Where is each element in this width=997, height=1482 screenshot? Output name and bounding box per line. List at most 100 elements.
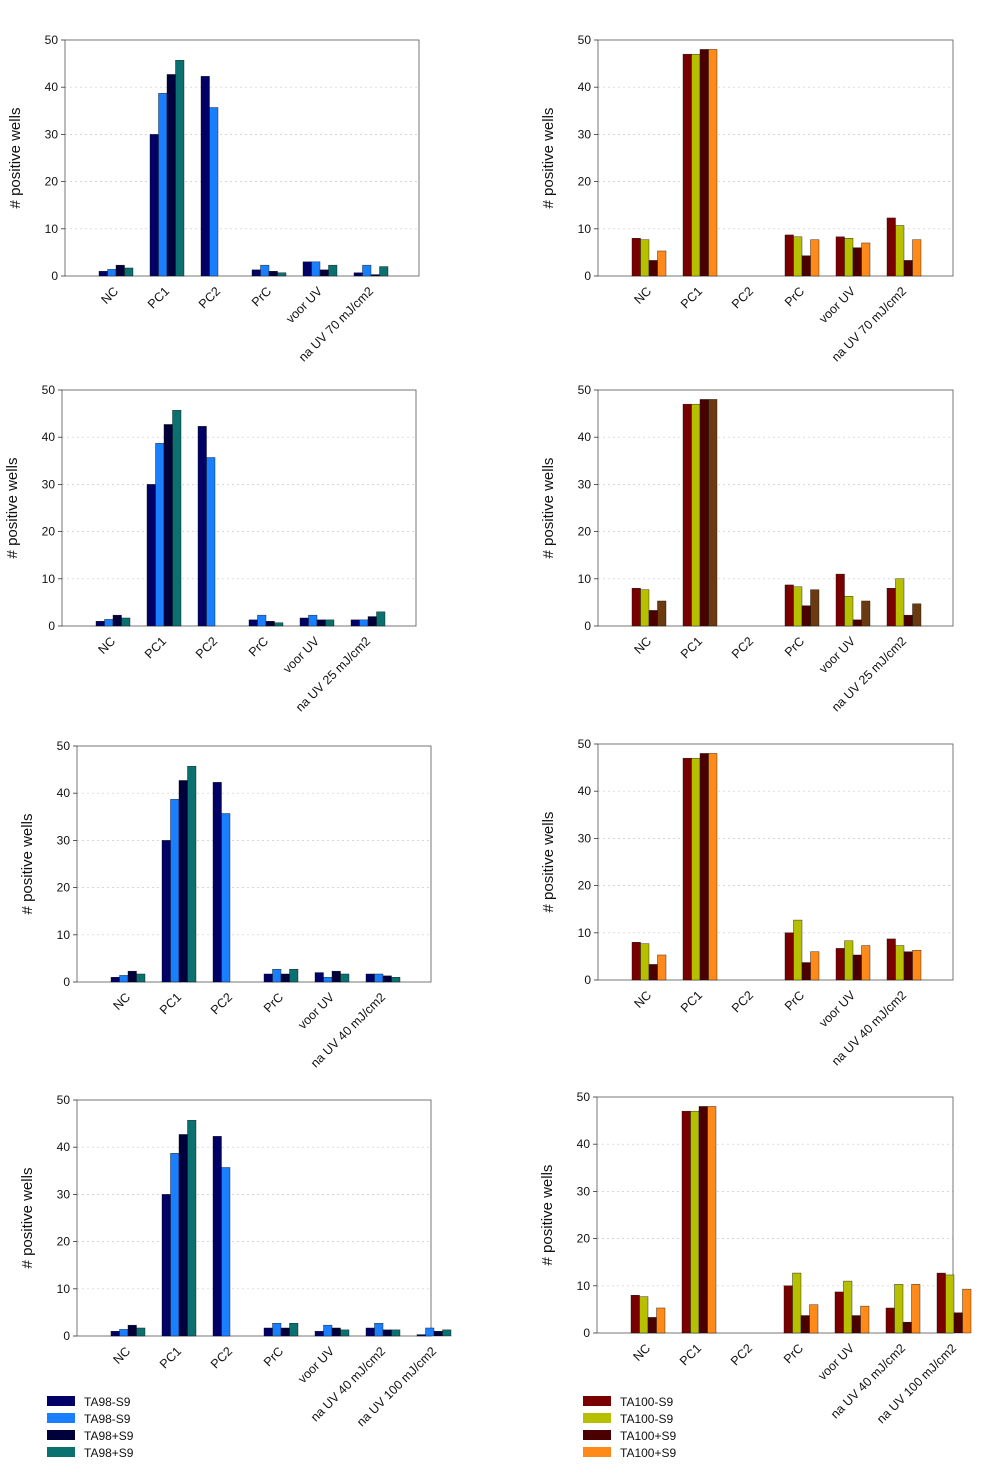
y-tick-label: 30 <box>57 1187 71 1201</box>
y-tick-label: 0 <box>584 619 591 633</box>
legend-right-swatch-3 <box>583 1430 611 1440</box>
chart-5: 0 10 20 30 40 50 # positive wells NC PC1 PC2 PrC vo… <box>19 739 432 1070</box>
bar <box>886 217 896 277</box>
x-tick-label: PC1 <box>145 284 172 311</box>
bar <box>178 1134 188 1337</box>
bar <box>331 1327 341 1337</box>
x-tick-label: PC2 <box>728 1341 755 1368</box>
bar <box>708 753 718 981</box>
bar <box>860 1305 870 1334</box>
x-tick-label: PrC <box>249 284 274 309</box>
y-tick-label: 50 <box>57 739 71 753</box>
bar <box>801 255 811 277</box>
bar <box>136 1327 146 1337</box>
bar <box>657 250 667 277</box>
y-tick-label: 40 <box>578 430 592 444</box>
y-tick-label: 40 <box>578 784 592 798</box>
y-tick-label: 50 <box>57 1093 71 1107</box>
bar <box>648 610 658 627</box>
bar <box>810 951 820 981</box>
bar <box>852 619 862 627</box>
bar <box>382 1329 392 1337</box>
legend-right-swatch-4 <box>583 1447 611 1457</box>
bar <box>206 457 216 627</box>
chart-1: 0 10 20 30 40 50 # positive wells NC PC1 PC2 PrC vo… <box>7 33 420 364</box>
bar <box>640 239 650 277</box>
x-tick-label: PC1 <box>157 990 184 1017</box>
y-axis-label: # positive wells <box>540 108 557 209</box>
y-tick-label: 10 <box>57 928 71 942</box>
bar <box>885 1307 895 1334</box>
y-tick-label: 10 <box>577 1279 591 1293</box>
y-tick-label: 20 <box>42 525 56 539</box>
bar <box>299 617 309 627</box>
bar <box>161 840 171 983</box>
legend-right-swatch-2 <box>583 1413 611 1423</box>
y-tick-label: 50 <box>577 1090 591 1104</box>
bar <box>280 1327 290 1337</box>
bar <box>648 964 658 981</box>
x-tick-label: PrC <box>261 1344 286 1369</box>
bar <box>161 1194 171 1337</box>
bar <box>268 271 278 277</box>
bar <box>433 1331 443 1337</box>
x-tick-label: NC <box>631 284 654 307</box>
x-tick-label: voor UV <box>280 634 322 676</box>
y-tick-label: 40 <box>578 80 592 94</box>
bar <box>221 1167 231 1337</box>
x-tick-label: PC1 <box>678 284 705 311</box>
x-tick-label: PC1 <box>157 1344 184 1371</box>
bar <box>362 264 372 277</box>
bar <box>263 1327 273 1337</box>
bar <box>172 410 182 627</box>
bar <box>124 267 134 277</box>
bar <box>425 1327 435 1337</box>
bar <box>691 757 701 981</box>
bar <box>359 619 369 627</box>
y-tick-label: 30 <box>57 833 71 847</box>
bar <box>391 1329 401 1337</box>
y-axis-label: # positive wells <box>540 812 557 913</box>
bar <box>648 260 658 277</box>
bar <box>382 975 392 983</box>
y-tick-label: 0 <box>584 269 591 283</box>
plot-frame <box>64 39 420 277</box>
bar <box>272 1323 282 1337</box>
x-tick-label: voor UV <box>283 284 325 326</box>
plot-frame <box>76 1099 432 1337</box>
bar <box>699 49 709 277</box>
bar <box>331 970 341 983</box>
bar <box>257 614 267 627</box>
bar <box>895 578 905 627</box>
bar <box>374 973 384 983</box>
x-tick-label: PC2 <box>208 990 235 1017</box>
x-tick-label: NC <box>630 1341 653 1364</box>
x-tick-label: PC2 <box>208 1344 235 1371</box>
bar <box>691 403 701 627</box>
bar <box>127 1324 137 1337</box>
x-tick-label: PC1 <box>678 988 705 1015</box>
bar <box>894 1284 904 1334</box>
bar <box>953 1312 963 1334</box>
x-tick-label: PrC <box>261 990 286 1015</box>
bar <box>895 225 905 277</box>
x-tick-label: PC2 <box>729 988 756 1015</box>
y-tick-label: 30 <box>42 477 56 491</box>
bar <box>630 1295 640 1334</box>
bar <box>376 611 386 627</box>
y-tick-label: 30 <box>45 127 59 141</box>
bar <box>810 589 820 627</box>
x-tick-label: NC <box>110 990 133 1013</box>
y-axis-label: # positive wells <box>4 458 21 559</box>
bar <box>912 603 922 627</box>
bar <box>308 614 318 627</box>
bar <box>265 621 275 627</box>
bar <box>289 969 299 983</box>
bar <box>280 973 290 983</box>
bar <box>691 53 701 277</box>
x-tick-label: PrC <box>782 634 807 659</box>
bar <box>260 264 270 277</box>
bar <box>442 1329 452 1337</box>
bar <box>416 1334 426 1337</box>
y-tick-label: 10 <box>578 222 592 236</box>
